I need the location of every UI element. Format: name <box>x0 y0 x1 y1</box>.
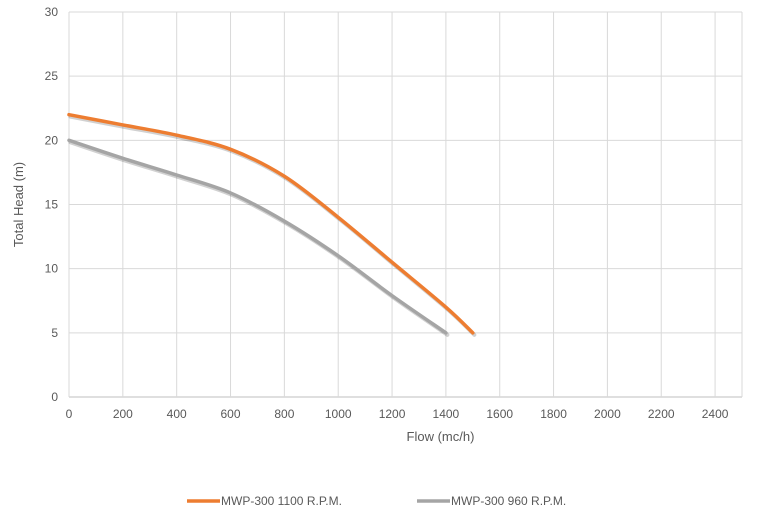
y-tick-label: 20 <box>45 133 59 147</box>
series-line <box>67 138 448 335</box>
y-tick-label: 10 <box>45 262 59 276</box>
x-tick-label: 600 <box>221 407 241 421</box>
x-tick-label: 1000 <box>325 407 352 421</box>
y-tick-label: 15 <box>45 198 59 212</box>
y-axis-title: Total Head (m) <box>11 162 26 247</box>
y-tick-label: 0 <box>51 390 58 404</box>
series-line-shadow <box>68 114 477 337</box>
legend: MWP-300 1100 R.P.M. MWP-300 960 R.P.M. <box>187 494 566 508</box>
legend-label: MWP-300 1100 R.P.M. <box>221 494 342 508</box>
series-line-shadow <box>68 140 450 337</box>
x-tick-label: 2200 <box>648 407 675 421</box>
gridlines <box>68 11 743 398</box>
x-axis-ticks: 0 200 400 600 800 1000 1200 1400 1600 1800 2000 220… <box>66 407 729 421</box>
x-tick-label: 2400 <box>702 407 729 421</box>
legend-label: MWP-300 960 R.P.M. <box>451 494 566 508</box>
series-line <box>67 112 475 335</box>
y-tick-label: 5 <box>51 326 58 340</box>
series-group <box>67 112 477 337</box>
y-axis-ticks: 0 5 10 15 20 25 30 <box>45 5 59 404</box>
x-tick-label: 1200 <box>379 407 406 421</box>
series-lines <box>67 112 477 337</box>
x-axis-title: Flow (mc/h) <box>407 429 475 444</box>
x-tick-label: 0 <box>66 407 73 421</box>
x-tick-label: 1600 <box>486 407 513 421</box>
x-tick-label: 800 <box>274 407 294 421</box>
x-tick-label: 1800 <box>540 407 567 421</box>
x-tick-label: 200 <box>113 407 133 421</box>
y-tick-label: 25 <box>45 69 59 83</box>
y-tick-label: 30 <box>45 5 59 19</box>
x-tick-label: 2000 <box>594 407 621 421</box>
x-tick-label: 400 <box>167 407 187 421</box>
series-group <box>67 138 450 337</box>
x-tick-label: 1400 <box>433 407 460 421</box>
